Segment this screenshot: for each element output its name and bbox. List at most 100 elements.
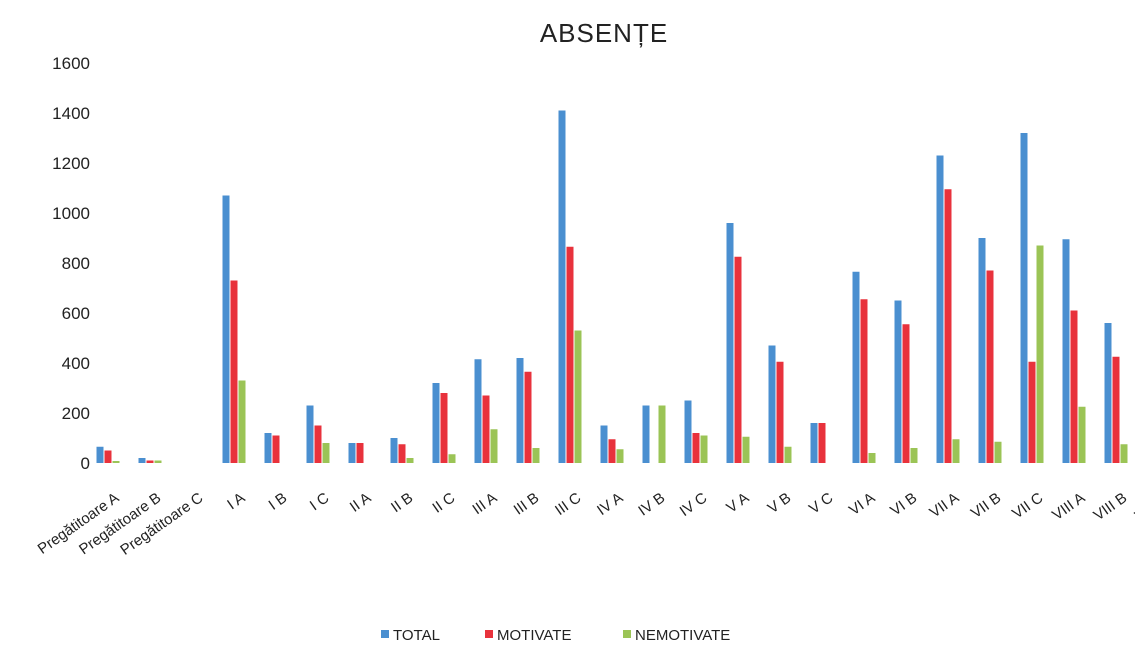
bar-motivate (609, 439, 616, 463)
bar-total (769, 346, 776, 464)
bar-motivate (777, 362, 784, 463)
bar-motivate (105, 451, 112, 464)
legend-swatch-total (381, 630, 389, 638)
bar-motivate (399, 444, 406, 463)
x-tick-label: IV A (594, 489, 626, 519)
bar-total (391, 438, 398, 463)
legend-swatch-nemotivate (623, 630, 631, 638)
x-tick-label: I A (224, 489, 248, 513)
bar-total (727, 223, 734, 463)
bar-total (853, 272, 860, 463)
bar-motivate (1071, 311, 1078, 464)
bar-total (475, 359, 482, 463)
x-tick-label: VIII B (1090, 489, 1130, 524)
bar-total (895, 301, 902, 464)
y-tick-label: 1000 (52, 204, 90, 223)
bar-motivate (693, 433, 700, 463)
x-tick-label: VII B (968, 489, 1004, 522)
bar-nemotivate (911, 448, 918, 463)
x-tick-label: IV B (635, 489, 668, 519)
bar-nemotivate (1079, 407, 1086, 463)
bar-total (643, 406, 650, 464)
bar-motivate (441, 393, 448, 463)
legend-label-total: TOTAL (393, 627, 440, 644)
bar-total (517, 358, 524, 463)
x-tick-label: VI A (846, 489, 878, 519)
bar-nemotivate (533, 448, 540, 463)
bar-motivate (315, 426, 322, 464)
bar-motivate (987, 271, 994, 464)
x-tick-label: VII A (927, 489, 963, 521)
legend-label-motivate: MOTIVATE (497, 627, 571, 644)
x-tick-label: VI B (887, 489, 920, 519)
x-tick-label: I B (266, 489, 291, 513)
x-tick-label: V A (723, 489, 752, 516)
y-tick-label: 200 (62, 404, 90, 423)
bar-total (1105, 323, 1112, 463)
bar-motivate (273, 436, 280, 464)
x-tick-label: III C (552, 489, 584, 519)
bar-total (433, 383, 440, 463)
bar-total (1021, 133, 1028, 463)
bar-nemotivate (491, 429, 498, 463)
x-tick-label: VII C (1009, 489, 1046, 522)
y-axis-ticks: 0 200 400 600 800 1000 1200 1400 1600 (52, 54, 90, 473)
bar-nemotivate (995, 442, 1002, 463)
bar-motivate (483, 396, 490, 464)
bar-motivate (903, 324, 910, 463)
bar-total (139, 458, 146, 463)
bar-nemotivate (575, 331, 582, 464)
bars-group (97, 111, 1135, 464)
bar-nemotivate (1121, 444, 1128, 463)
bar-nemotivate (869, 453, 876, 463)
bar-total (685, 401, 692, 464)
bar-nemotivate (449, 454, 456, 463)
bar-motivate (525, 372, 532, 463)
x-tick-label: II B (388, 489, 416, 516)
bar-nemotivate (743, 437, 750, 463)
bar-total (811, 423, 818, 463)
y-tick-label: 800 (62, 254, 90, 273)
x-tick-label: VIII A (1049, 489, 1088, 523)
x-tick-label: V B (765, 489, 795, 517)
bar-motivate (1029, 362, 1036, 463)
bar-total (265, 433, 272, 463)
bar-nemotivate (155, 461, 162, 464)
y-tick-label: 1600 (52, 54, 90, 73)
x-tick-label: III A (469, 489, 500, 518)
x-tick-label: IV C (677, 489, 711, 520)
bar-total (307, 406, 314, 464)
bar-nemotivate (617, 449, 624, 463)
y-tick-label: 0 (81, 454, 90, 473)
y-tick-label: 1200 (52, 154, 90, 173)
chart-title: ABSENȚE (540, 18, 668, 48)
bar-nemotivate (113, 461, 120, 463)
bar-total (601, 426, 608, 464)
bar-total (349, 443, 356, 463)
x-tick-label: III B (511, 489, 543, 518)
bar-motivate (231, 281, 238, 464)
y-tick-label: 400 (62, 354, 90, 373)
bar-nemotivate (407, 458, 414, 463)
bar-motivate (735, 257, 742, 463)
y-tick-label: 600 (62, 304, 90, 323)
bar-nemotivate (323, 443, 330, 463)
bar-nemotivate (1037, 246, 1044, 464)
y-tick-label: 1400 (52, 104, 90, 123)
bar-total (1063, 239, 1070, 463)
bar-nemotivate (785, 447, 792, 463)
bar-total (223, 196, 230, 464)
x-tick-label: II C (429, 489, 458, 516)
bar-motivate (1113, 357, 1120, 463)
bar-motivate (567, 247, 574, 463)
x-tick-label: II A (347, 489, 375, 515)
bar-nemotivate (239, 381, 246, 464)
bar-nemotivate (701, 436, 708, 464)
bar-nemotivate (659, 406, 666, 464)
legend-swatch-motivate (485, 630, 493, 638)
bar-total (937, 156, 944, 464)
